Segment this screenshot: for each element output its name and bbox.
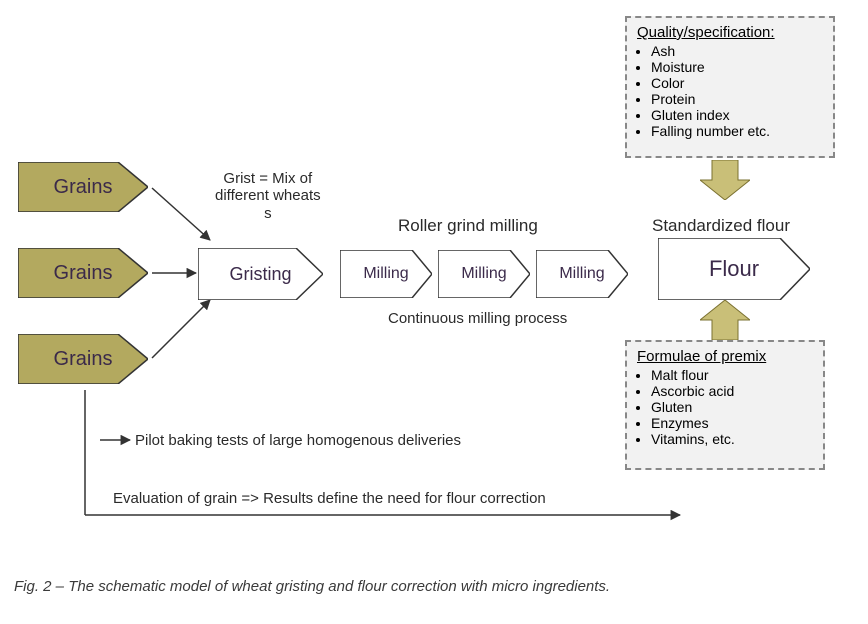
premix-box: Formulae of premix Malt flourAscorbic ac… <box>625 340 825 470</box>
quality-item: Protein <box>651 91 823 107</box>
figure-caption: Fig. 2 – The schematic model of wheat gr… <box>14 578 610 595</box>
continuous-milling-label: Continuous milling process <box>388 310 567 327</box>
grains-node-2: Grains <box>18 248 148 298</box>
premix-list: Malt flourAscorbic acidGlutenEnzymesVita… <box>637 367 813 447</box>
quality-item: Moisture <box>651 59 823 75</box>
milling-node-3: Milling <box>536 250 628 298</box>
quality-item: Gluten index <box>651 107 823 123</box>
flour-label: Flour <box>709 256 759 282</box>
milling-label: Milling <box>559 265 604 283</box>
grains-label: Grains <box>54 348 113 371</box>
evaluation-label: Evaluation of grain => Results define th… <box>113 490 546 507</box>
quality-spec-title: Quality/specification: <box>637 24 823 41</box>
milling-label: Milling <box>363 265 408 283</box>
roller-grind-label: Roller grind milling <box>398 216 538 236</box>
premix-to-flour-arrow <box>700 300 750 340</box>
premix-item: Vitamins, etc. <box>651 431 813 447</box>
premix-item: Enzymes <box>651 415 813 431</box>
standardized-flour-label: Standardized flour <box>652 216 790 236</box>
gristing-label: Gristing <box>229 264 291 285</box>
milling-node-1: Milling <box>340 250 432 298</box>
premix-item: Gluten <box>651 399 813 415</box>
grains-label: Grains <box>54 262 113 285</box>
milling-node-2: Milling <box>438 250 530 298</box>
gristing-node: Gristing <box>198 248 323 300</box>
grains-node-3: Grains <box>18 334 148 384</box>
premix-title: Formulae of premix <box>637 348 813 365</box>
premix-item: Ascorbic acid <box>651 383 813 399</box>
quality-item: Color <box>651 75 823 91</box>
flour-node: Flour <box>658 238 810 300</box>
grist-mix-label: Grist = Mix of different wheats s <box>215 170 321 222</box>
pilot-baking-label: Pilot baking tests of large homogenous d… <box>135 432 461 449</box>
grains-label: Grains <box>54 176 113 199</box>
quality-item: Ash <box>651 43 823 59</box>
premix-item: Malt flour <box>651 367 813 383</box>
milling-label: Milling <box>461 265 506 283</box>
quality-spec-box: Quality/specification: AshMoistureColorP… <box>625 16 835 158</box>
quality-item: Falling number etc. <box>651 123 823 139</box>
diagram-canvas: Grains Grains Grains Gristing Milling Mi… <box>0 0 868 624</box>
quality-spec-list: AshMoistureColorProteinGluten indexFalli… <box>637 43 823 139</box>
quality-to-flour-arrow <box>700 160 750 200</box>
grains-node-1: Grains <box>18 162 148 212</box>
